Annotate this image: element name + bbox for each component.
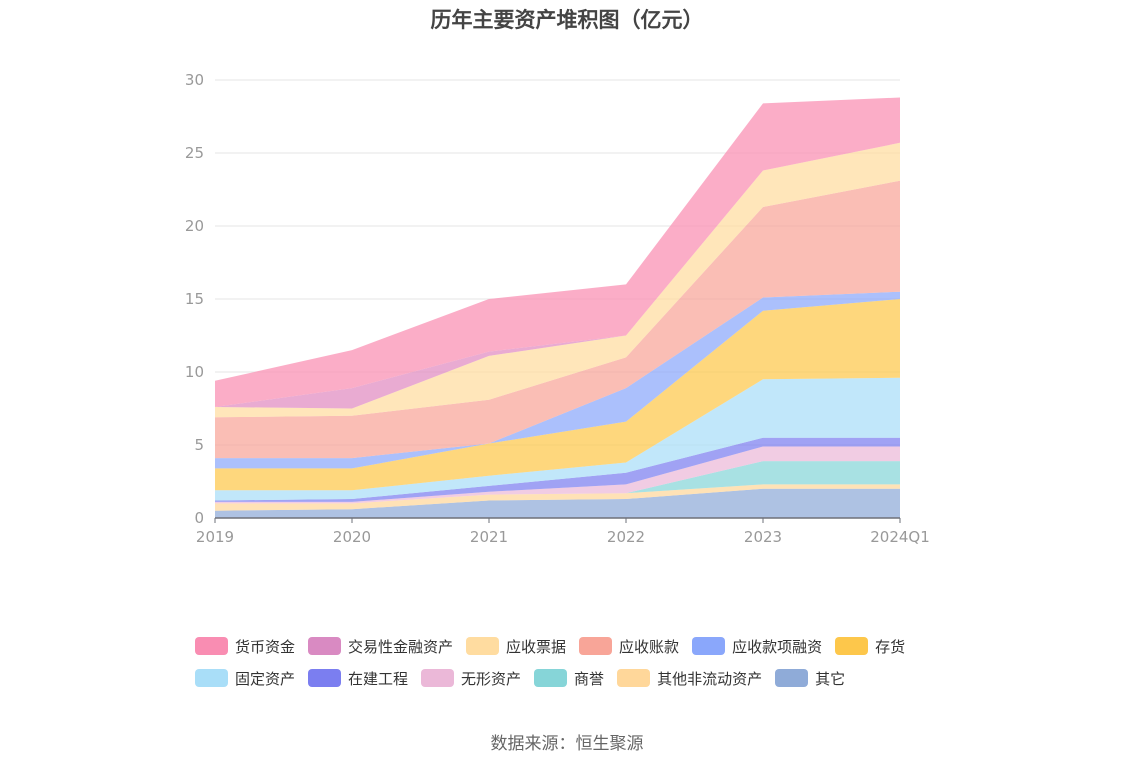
legend-item[interactable]: 固定资产 [195, 668, 295, 689]
area-series-商誉 [215, 461, 900, 504]
legend-item[interactable]: 在建工程 [308, 668, 408, 689]
y-tick-label: 0 [194, 509, 204, 527]
area-series-固定资产 [215, 377, 900, 501]
y-tick-label: 25 [185, 144, 204, 162]
legend-item[interactable]: 应收票据 [466, 636, 566, 657]
x-tick-label: 2023 [744, 528, 782, 546]
area-series-应收款项融资 [215, 291, 900, 469]
legend-swatch [617, 669, 651, 687]
legend-label: 应收票据 [506, 637, 567, 656]
y-tick-label: 20 [185, 217, 204, 235]
source-note: 数据来源：恒生聚源 [490, 734, 644, 754]
legend: 货币资金 交易性金融资产 应收票据 应收账款 应收款项融资 存货固定资产 在建工程 无形资产 商… [195, 630, 975, 694]
legend-item[interactable]: 其他非流动资产 [617, 668, 762, 689]
legend-swatch [466, 637, 500, 655]
legend-item[interactable]: 其它 [775, 668, 845, 689]
legend-item[interactable]: 商誉 [534, 668, 604, 689]
legend-swatch [579, 637, 613, 655]
area-series-其他非流动资产 [215, 484, 900, 511]
legend-item[interactable]: 交易性金融资产 [308, 636, 453, 657]
area-series [215, 97, 900, 518]
legend-label: 应收款项融资 [732, 637, 823, 656]
chart-plot: 0 5 10 15 20 25 30 2019 2020 2021 2022 2023 2024Q1 [185, 71, 930, 546]
legend-swatch [692, 637, 726, 655]
legend-swatch [195, 669, 228, 687]
y-tick-label: 5 [194, 436, 204, 454]
legend-item[interactable]: 货币资金 [195, 636, 295, 657]
area-series-存货 [215, 299, 900, 491]
legend-item[interactable]: 存货 [835, 636, 905, 657]
x-tick-label: 2024Q1 [870, 528, 930, 546]
legend-label: 其它 [815, 669, 846, 688]
legend-item[interactable]: 应收款项融资 [692, 636, 822, 657]
legend-swatch [195, 637, 228, 655]
legend-label: 在建工程 [348, 669, 409, 688]
legend-label: 固定资产 [235, 669, 296, 688]
x-tick-label: 2019 [196, 528, 234, 546]
y-tick-label: 10 [185, 363, 204, 381]
legend-label: 交易性金融资产 [348, 637, 454, 656]
legend-label: 存货 [875, 637, 906, 656]
legend-swatch [421, 669, 455, 687]
area-series-在建工程 [215, 437, 900, 502]
legend-swatch [534, 669, 568, 687]
x-tick-label: 2021 [470, 528, 508, 546]
x-tick-label: 2022 [607, 528, 645, 546]
legend-label: 商誉 [574, 669, 605, 688]
legend-label: 货币资金 [235, 637, 296, 656]
y-tick-label: 15 [185, 290, 204, 308]
legend-label: 应收账款 [619, 637, 680, 656]
axes: 0 5 10 15 20 25 30 2019 2020 2021 2022 2023 2024Q1 [185, 71, 930, 546]
area-series-无形资产 [215, 446, 900, 504]
legend-swatch [308, 637, 342, 655]
legend-swatch [835, 637, 869, 655]
legend-label: 无形资产 [461, 669, 522, 688]
chart-title: 历年主要资产堆积图（亿元） [430, 8, 704, 32]
legend-item[interactable]: 应收账款 [579, 636, 679, 657]
area-series-应收账款 [215, 180, 900, 459]
legend-item[interactable]: 无形资产 [421, 668, 521, 689]
y-tick-label: 30 [185, 71, 204, 89]
legend-label: 其他非流动资产 [657, 669, 763, 688]
legend-row: 货币资金 交易性金融资产 应收票据 应收账款 应收款项融资 存货 [195, 630, 975, 662]
area-series-货币资金 [215, 97, 900, 407]
legend-swatch [775, 669, 809, 687]
area-series-应收票据 [215, 142, 900, 418]
area-series-其它 [215, 488, 900, 518]
x-tick-label: 2020 [333, 528, 371, 546]
legend-swatch [308, 669, 342, 687]
legend-row: 固定资产 在建工程 无形资产 商誉 其他非流动资产 其它 [195, 662, 975, 694]
